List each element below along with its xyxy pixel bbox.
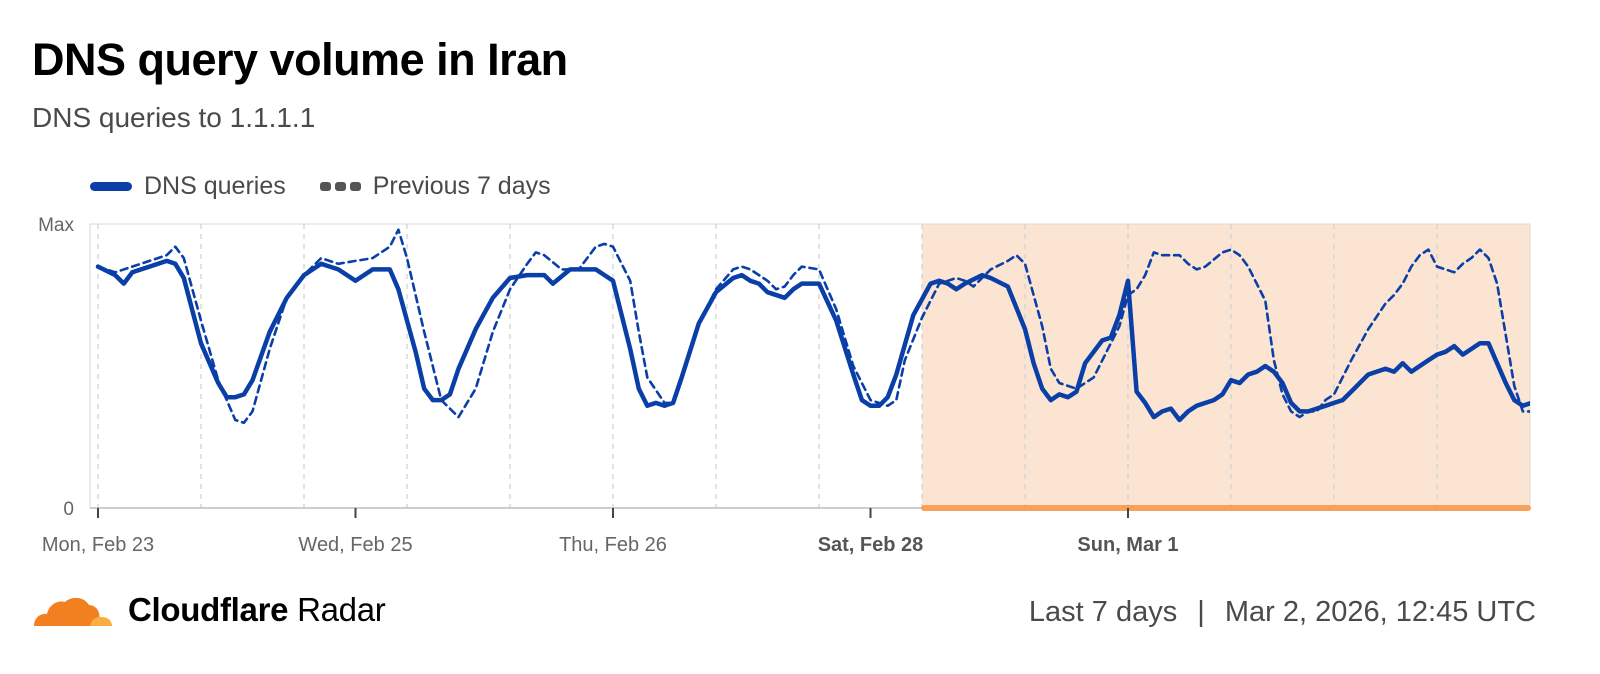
highlight-region — [922, 224, 1530, 508]
legend-swatch-solid — [90, 182, 132, 191]
x-tick-label: Sun, Mar 1 — [1077, 534, 1178, 556]
legend: DNS queries Previous 7 days — [90, 172, 551, 201]
legend-item-previous[interactable]: Previous 7 days — [319, 172, 551, 201]
chart-title: DNS query volume in Iran — [32, 34, 568, 85]
chart-subtitle: DNS queries to 1.1.1.1 — [32, 102, 316, 133]
legend-label-previous: Previous 7 days — [372, 172, 551, 200]
legend-swatch-dashed — [319, 182, 361, 191]
legend-item-dns-queries[interactable]: DNS queries — [90, 172, 286, 201]
y-tick-label-zero: 0 — [63, 499, 74, 520]
time-range: Last 7 days — [1028, 596, 1178, 628]
brand-name: Cloudflare Radar — [128, 591, 386, 628]
series-line-previous-7-days — [96, 228, 1530, 425]
timestamp: Mar 2, 2026, 12:45 UTC — [1224, 596, 1536, 628]
x-tick-label: Wed, Feb 25 — [298, 534, 412, 556]
cloudflare-cloud-icon — [34, 597, 112, 626]
footer-separator: | — [1197, 596, 1205, 628]
legend-label-dns-queries: DNS queries — [144, 172, 286, 200]
x-tick-label: Mon, Feb 23 — [42, 534, 154, 556]
footer-info: Last 7 days | Mar 2, 2026, 12:45 UTC — [1029, 596, 1536, 629]
cloudflare-radar-logo[interactable]: Cloudflare Radar — [30, 590, 386, 630]
x-tick-label: Sat, Feb 28 — [818, 534, 924, 556]
y-tick-label-max: Max — [38, 215, 74, 236]
series-line-dns-queries — [95, 258, 1530, 423]
x-tick-label: Thu, Feb 26 — [559, 534, 667, 556]
